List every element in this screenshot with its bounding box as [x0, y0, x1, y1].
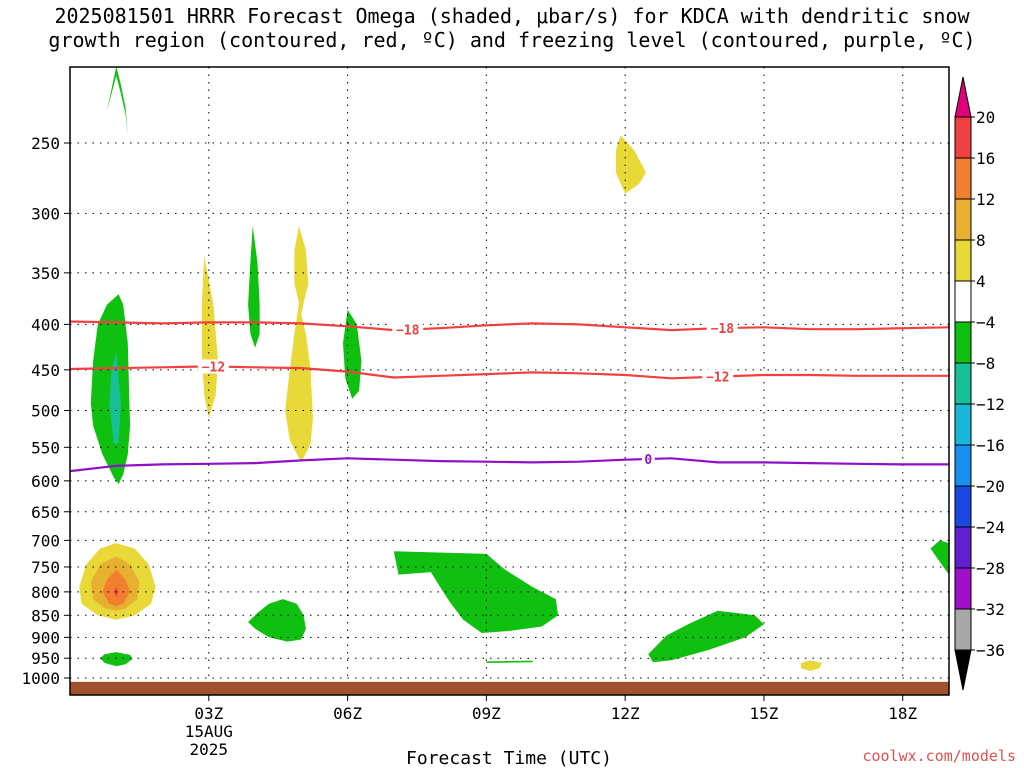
dgz-minus-12-label-bg-0: [197, 359, 229, 374]
x-tick-label-12Z: 12Z: [611, 704, 640, 723]
colorbar-label-13: −36: [976, 641, 1005, 660]
x-tick-label-06Z: 06Z: [333, 704, 362, 723]
omega-yellow-5: [801, 660, 822, 671]
x-tick-year-03Z: 2025: [190, 740, 229, 759]
colorbar-swatch-10: [954, 485, 972, 528]
colorbar: 20 16 12 8 4 −4 −8 −12 −16 −20 −24 −28 −32 −36: [954, 76, 1005, 691]
y-axis: 250 300 350 400 450 500 550 600 650 700 750 800 850 9…: [21, 134, 70, 688]
freezing-level-0-line: [70, 457, 949, 473]
colorbar-swatch-12: [954, 567, 972, 610]
dgz-minus-18-label-0: −18: [396, 324, 420, 339]
colorbar-label-11: −28: [976, 559, 1005, 578]
omega-green-5: [100, 652, 133, 667]
y-tick-label-700: 700: [31, 531, 60, 550]
y-tick-label-650: 650: [31, 503, 60, 522]
contour-labels: −18 −18 −12 −12 0: [197, 321, 738, 468]
y-tick-label-900: 900: [31, 628, 60, 647]
colorbar-swatch-1: [954, 116, 972, 159]
omega-green-4: [343, 309, 362, 399]
dgz-minus-18-label-bg-1: [706, 321, 738, 336]
y-tick-label-250: 250: [31, 134, 60, 153]
colorbar-swatch-13: [954, 608, 972, 651]
y-tick-label-450: 450: [31, 361, 60, 380]
freezing-level-0-label-0: 0: [644, 453, 652, 468]
dgz-minus-18-label-1: −18: [711, 322, 735, 337]
colorbar-label-4: 4: [976, 272, 986, 291]
y-tick-label-600: 600: [31, 472, 60, 491]
omega-green-8: [648, 610, 764, 663]
colorbar-label-10: −24: [976, 518, 1005, 537]
omega-green-9: [486, 660, 533, 663]
y-tick-label-800: 800: [31, 583, 60, 602]
colorbar-swatch-6: [954, 321, 972, 364]
colorbar-swatch-9: [954, 444, 972, 487]
x-tick-label-09Z: 09Z: [472, 704, 501, 723]
omega-green-1: [107, 67, 128, 136]
chart-title-line-2: growth region (contoured, red, ºC) and f…: [48, 28, 976, 52]
terrain: [70, 681, 949, 695]
colorbar-label-12: −32: [976, 600, 1005, 619]
colorbar-swatch-2: [954, 157, 972, 200]
y-tick-label-950: 950: [31, 649, 60, 668]
credit-text: coolwx.com/models: [862, 747, 1016, 765]
colorbar-label-1: 16: [976, 149, 995, 168]
dgz-minus-18-line: [70, 320, 949, 332]
colorbar-bottom-arrow: [954, 649, 972, 691]
dgz-minus-12-label-1: −12: [706, 371, 729, 386]
y-tick-label-350: 350: [31, 264, 60, 283]
dgz-minus-18-label-bg-0: [392, 322, 424, 337]
x-tick-label-18Z: 18Z: [888, 704, 917, 723]
colorbar-label-7: −12: [976, 395, 1005, 414]
omega-shaded-regions: [79, 67, 949, 671]
omega-teal-1: [109, 352, 121, 444]
chart-title: 2025081501 HRRR Forecast Omega (shaded, …: [0, 4, 1024, 52]
colorbar-top-arrow: [954, 76, 972, 118]
dgz-minus-12-label-0: −12: [202, 360, 225, 375]
omega-yellow-1: [201, 255, 218, 419]
omega-green-10: [930, 540, 949, 575]
y-tick-label-400: 400: [31, 315, 60, 334]
colorbar-swatch-8: [954, 403, 972, 446]
omega-yellow-2: [285, 226, 313, 463]
colorbar-label-3: 8: [976, 231, 986, 250]
colorbar-label-9: −20: [976, 477, 1005, 496]
y-tick-label-300: 300: [31, 204, 60, 223]
colorbar-swatch-11: [954, 526, 972, 569]
colorbar-swatch-5: [954, 280, 972, 323]
omega-green-6: [248, 599, 306, 642]
x-tick-date-03Z: 15AUG: [185, 722, 233, 741]
x-tick-label-15Z: 15Z: [749, 704, 778, 723]
y-tick-label-850: 850: [31, 606, 60, 625]
colorbar-swatch-7: [954, 362, 972, 405]
dgz-minus-12-label-bg-1: [702, 369, 734, 384]
colorbar-swatch-3: [954, 198, 972, 241]
colorbar-swatch-4: [954, 239, 972, 282]
x-tick-label-03Z: 03Z: [194, 704, 223, 723]
omega-green-3: [248, 226, 260, 348]
colorbar-label-0: 20: [976, 108, 995, 127]
y-tick-label-1000: 1000: [21, 669, 60, 688]
omega-yellow-3: [615, 135, 646, 194]
freezing-level-0-label-bg-0: [641, 452, 655, 467]
colorbar-label-6: −8: [976, 354, 995, 373]
colorbar-label-8: −16: [976, 436, 1005, 455]
terrain-fill: [70, 681, 949, 695]
x-axis-label: Forecast Time (UTC): [406, 748, 612, 768]
y-tick-label-550: 550: [31, 438, 60, 457]
y-tick-label-750: 750: [31, 558, 60, 577]
colorbar-label-2: 12: [976, 190, 995, 209]
y-tick-label-500: 500: [31, 402, 60, 421]
plot-frame: [69, 66, 950, 696]
chart-title-line-1: 2025081501 HRRR Forecast Omega (shaded, …: [54, 4, 970, 28]
colorbar-label-5: −4: [976, 313, 995, 332]
